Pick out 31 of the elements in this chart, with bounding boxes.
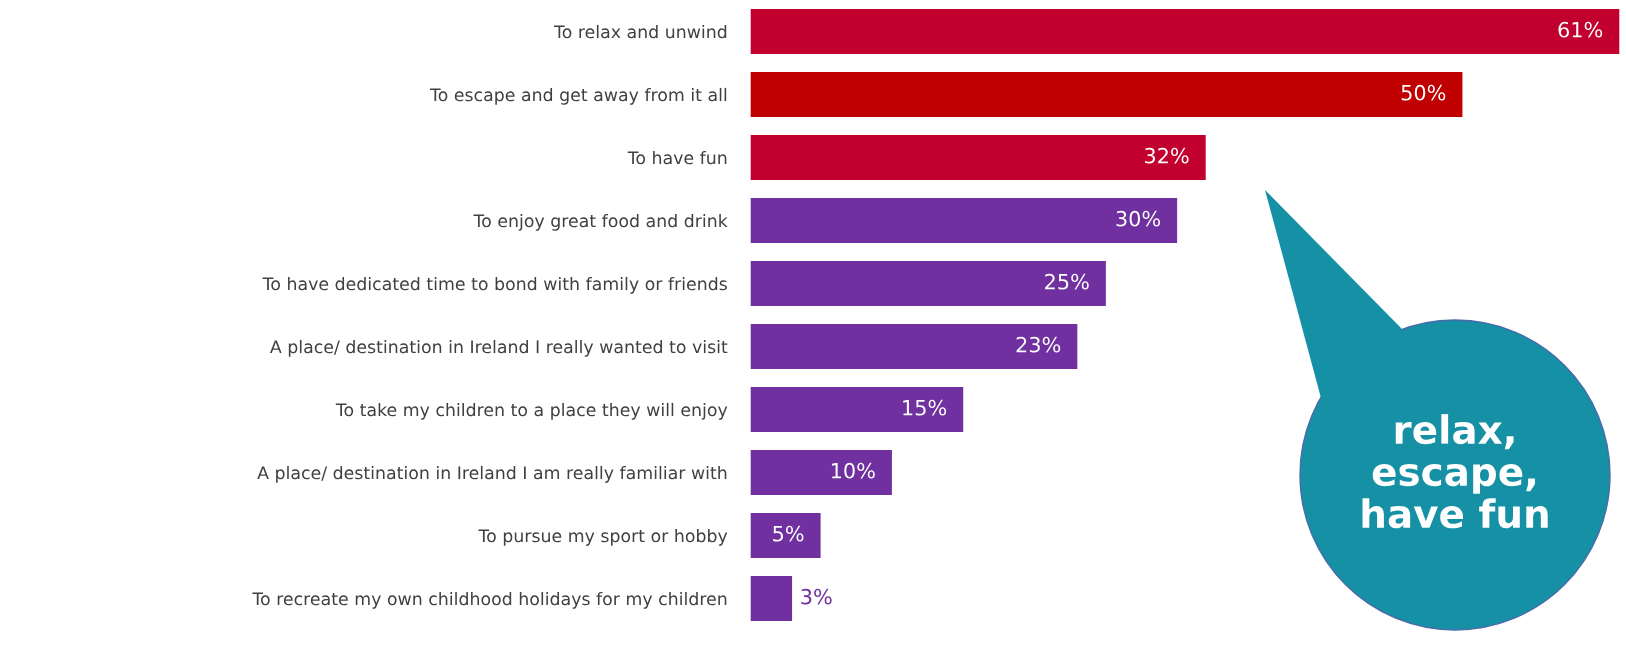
bar [750, 7, 1620, 56]
data-label: 15% [903, 399, 947, 416]
data-label: 30% [1116, 210, 1161, 227]
y-tick-label: A place/ destination in Ireland I am really familiar with [257, 465, 727, 483]
y-tick-label: To have fun [627, 150, 727, 165]
bar [750, 511, 823, 560]
y-tick-label: To relax and unwind [554, 24, 727, 39]
data-label: 50% [1401, 84, 1446, 101]
bar [750, 196, 1179, 245]
data-label: 3% [801, 588, 832, 605]
bar [750, 574, 794, 623]
annotation: relax, escape, have fun [1362, 414, 1548, 529]
y-tick-label: To pursue my sport or hobby [478, 528, 728, 546]
y-tick-label: A place/ destination in Ireland I really wanted to visit [270, 339, 728, 357]
bar [750, 322, 1079, 371]
data-label: 5% [773, 525, 804, 542]
data-label: 23% [1016, 336, 1061, 353]
data-label: 25% [1045, 273, 1089, 290]
bar [750, 70, 1464, 119]
bar [750, 259, 1108, 308]
data-label: 61% [1558, 21, 1603, 38]
y-tick-label: To escape and get away from it all [429, 87, 727, 105]
bar [750, 385, 965, 434]
y-tick-label: To have dedicated time to bond with family or friends [262, 276, 727, 294]
y-tick-label: To enjoy great food and drink [473, 213, 728, 231]
y-tick-label: To take my children to a place they will enjoy [335, 402, 728, 420]
data-label: 32% [1145, 147, 1189, 164]
data-label: 10% [831, 462, 875, 479]
y-tick-label: To recreate my own childhood holidays for my children [252, 591, 727, 609]
bar [750, 133, 1208, 182]
bar [750, 448, 894, 497]
